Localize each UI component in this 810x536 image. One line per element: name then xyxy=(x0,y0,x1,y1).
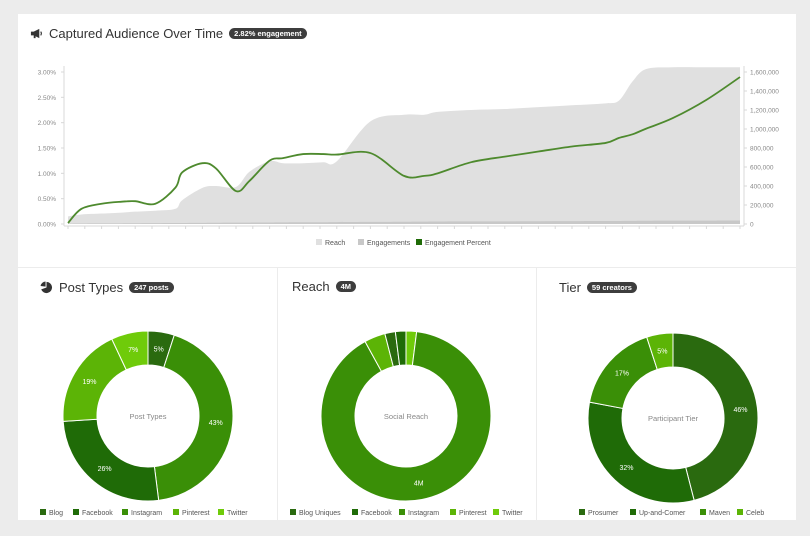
reach-header: Reach 4M xyxy=(292,279,356,294)
legend-label: Instagram xyxy=(408,510,439,517)
legend-label: Prosumer xyxy=(588,510,619,517)
y-right-tick-label: 1,600,000 xyxy=(750,70,779,77)
slice-value-label: 5% xyxy=(657,348,667,355)
post-types-title: Post Types xyxy=(59,280,124,295)
tier-donut-chart: 46% 32% 17% 5% Participant Tier Prosumer Up-an… xyxy=(579,332,764,517)
legend-label: Engagements xyxy=(367,240,411,247)
donut-center-label: Participant Tier xyxy=(648,414,699,423)
legend-swatch xyxy=(399,509,405,515)
legend-swatch xyxy=(173,509,179,515)
y-left-tick-label: 2.00% xyxy=(38,120,57,127)
slice-value-label: 19% xyxy=(82,379,96,386)
legend-swatch xyxy=(493,509,499,515)
slice-value-label: 26% xyxy=(98,466,112,473)
legend-swatch xyxy=(579,509,585,515)
post-types-header: Post Types 247 posts xyxy=(40,280,174,295)
donut-slice-up-and-comer[interactable] xyxy=(587,401,695,504)
legend-swatch xyxy=(737,509,743,515)
legend-label: Reach xyxy=(325,240,345,247)
donut-center-label: Post Types xyxy=(130,412,167,421)
slice-value-label: 7% xyxy=(128,347,138,354)
megaphone-icon xyxy=(30,28,42,39)
dashboard-card: Captured Audience Over Time 2.82% engage… xyxy=(18,14,796,520)
slice-value-label: 5% xyxy=(154,346,164,353)
y-left-tick-label: 1.00% xyxy=(38,171,57,178)
y-right-tick-label: 1,200,000 xyxy=(750,108,779,115)
donut-slice-twitter[interactable] xyxy=(111,330,149,371)
donut-slice-facebook[interactable] xyxy=(394,330,407,366)
engagement-percent-line xyxy=(67,76,741,224)
y-left-tick-label: 0.00% xyxy=(38,222,57,229)
legend-swatch xyxy=(290,509,296,515)
section-divider xyxy=(18,267,796,268)
tier-title: Tier xyxy=(559,280,581,295)
y-left-tick-label: 3.00% xyxy=(38,70,57,77)
y-right-tick-label: 0 xyxy=(750,222,754,229)
donut-slice-instagram[interactable] xyxy=(320,331,492,502)
post-count-badge: 247 posts xyxy=(129,281,174,294)
slice-value-label: 43% xyxy=(209,420,223,427)
y-right-tick-label: 200,000 xyxy=(750,203,774,210)
legend-swatch xyxy=(416,239,422,245)
legend-swatch xyxy=(40,509,46,515)
legend-label: Pinterest xyxy=(459,510,487,517)
legend-label: Celeb xyxy=(746,510,764,517)
slice-value-label: 17% xyxy=(615,371,629,378)
legend-label: Facebook xyxy=(361,510,392,517)
slice-value-label: 32% xyxy=(619,465,633,472)
legend-label: Instagram xyxy=(131,510,162,517)
y-right-tick-label: 1,000,000 xyxy=(750,127,779,134)
y-right-tick-label: 400,000 xyxy=(750,184,774,191)
legend-label: Engagement Percent xyxy=(425,240,491,247)
donut-slice-prosumer[interactable] xyxy=(672,332,759,501)
panel-divider xyxy=(277,268,278,520)
y-right-tick-label: 1,400,000 xyxy=(750,89,779,96)
legend-swatch xyxy=(700,509,706,515)
legend-label: Blog xyxy=(49,510,63,517)
y-right-tick-label: 600,000 xyxy=(750,165,774,172)
tier-header: Tier 59 creators xyxy=(559,280,637,295)
legend-swatch xyxy=(122,509,128,515)
donut-slice-instagram[interactable] xyxy=(153,334,234,501)
reach-title: Reach xyxy=(292,279,330,294)
slice-value-label: 4M xyxy=(414,480,424,487)
post-types-donut-chart: 5% 43% 26% 19% 7% Post Types Blog Facebook Insta… xyxy=(40,330,248,517)
reach-area xyxy=(68,67,740,225)
legend-swatch xyxy=(358,239,364,245)
legend-label: Facebook xyxy=(82,510,113,517)
donut-center-label: Social Reach xyxy=(384,412,428,421)
audience-header: Captured Audience Over Time 2.82% engage… xyxy=(30,26,307,41)
y-left-tick-label: 2.50% xyxy=(38,95,57,102)
reach-donut-chart: 4M Social Reach Blog Uniques Facebook Instag… xyxy=(290,330,523,517)
legend-swatch xyxy=(352,509,358,515)
y-left-tick-label: 1.50% xyxy=(38,146,57,153)
engagements-area xyxy=(68,220,740,224)
donut-slice-facebook[interactable] xyxy=(62,418,160,502)
audience-over-time-chart: 0.00% 0.50% 1.00% 1.50% 2.00% 2.50% 3.00% 0 200,… xyxy=(38,66,779,247)
legend-label: Up-and-Comer xyxy=(639,510,686,517)
legend-swatch xyxy=(630,509,636,515)
audience-title: Captured Audience Over Time xyxy=(49,26,224,41)
panel-divider xyxy=(536,268,537,520)
legend-label: Pinterest xyxy=(182,510,210,517)
y-left-tick-label: 0.50% xyxy=(38,196,57,203)
engagement-badge: 2.82% engagement xyxy=(229,27,307,40)
legend-label: Twitter xyxy=(502,510,523,517)
legend-swatch xyxy=(73,509,79,515)
legend-label: Twitter xyxy=(227,510,248,517)
legend-swatch xyxy=(218,509,224,515)
donut-slice-celeb[interactable] xyxy=(646,332,674,371)
reach-badge: 4M xyxy=(335,280,356,293)
legend-swatch xyxy=(450,509,456,515)
slice-value-label: 46% xyxy=(733,407,747,414)
legend-label: Maven xyxy=(709,510,730,517)
pie-chart-icon xyxy=(40,281,53,294)
y-right-tick-label: 800,000 xyxy=(750,146,774,153)
creators-badge: 59 creators xyxy=(586,281,637,294)
legend-label: Blog Uniques xyxy=(299,510,341,517)
legend-swatch xyxy=(316,239,322,245)
